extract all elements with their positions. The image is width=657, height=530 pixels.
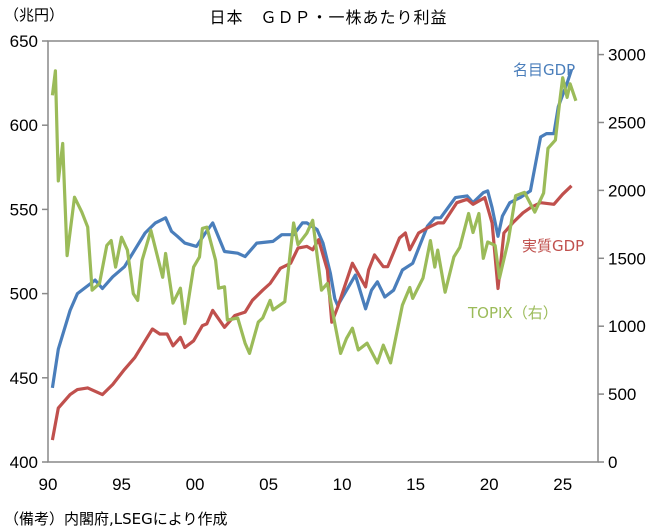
plot-frame	[47, 40, 599, 463]
y2-tick-label: 0	[608, 453, 617, 472]
y2-tick-label: 500	[608, 385, 636, 404]
x-tick-label: 10	[333, 475, 352, 494]
y2-tick-label: 1000	[608, 317, 646, 336]
x-tick-label: 20	[480, 475, 499, 494]
y-tick-label: 650	[10, 32, 38, 51]
y-tick-label: 450	[10, 369, 38, 388]
y-tick-label: 550	[10, 200, 38, 219]
y2-tick-label: 3000	[608, 46, 646, 65]
series-label: 実質GDP	[522, 237, 584, 255]
chart-title: 日本 ＧＤＰ・一株あたり利益	[209, 8, 448, 27]
series-line	[50, 69, 574, 389]
x-tick-label: 95	[112, 475, 131, 494]
source-note: （備考）内閣府,LSEGにより作成	[4, 510, 228, 528]
x-tick-label: 90	[39, 475, 58, 494]
x-tick-label: 00	[186, 475, 205, 494]
y2-tick-label: 2500	[608, 113, 646, 132]
series-label: TOPIX（右）	[467, 304, 558, 322]
series-label: 名目GDP	[513, 61, 575, 79]
y-tick-label: 600	[10, 116, 38, 135]
y-tick-label: 400	[10, 453, 38, 472]
y2-tick-label: 1500	[608, 249, 646, 268]
x-tick-label: 05	[259, 475, 278, 494]
series-line	[50, 69, 578, 365]
y-tick-label: 500	[10, 285, 38, 304]
y-axis-unit-label: （兆円）	[4, 6, 65, 24]
y2-tick-label: 2000	[608, 181, 646, 200]
x-tick-label: 15	[406, 475, 425, 494]
x-tick-label: 25	[553, 475, 572, 494]
